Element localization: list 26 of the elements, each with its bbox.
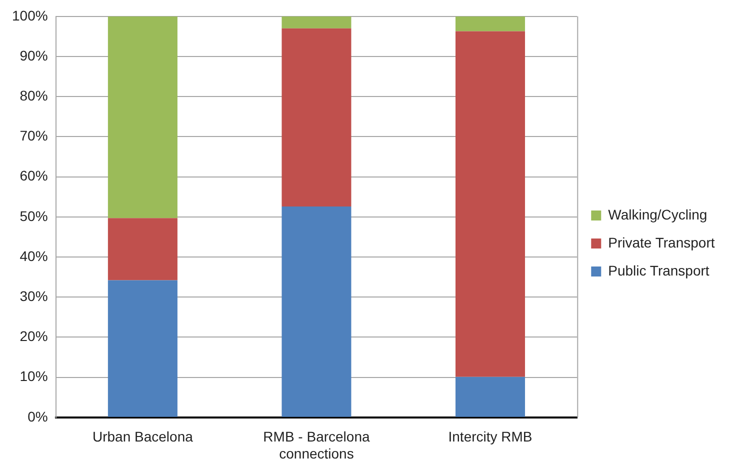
y-tick-label: 100% (12, 7, 48, 24)
bar (456, 31, 526, 377)
bar (108, 218, 178, 280)
legend-label: Public Transport (608, 262, 710, 278)
x-tick-label: Urban Bacelona (92, 428, 194, 445)
x-tick-label: Intercity RMB (448, 428, 532, 445)
legend-label: Walking/Cycling (608, 206, 708, 222)
bar (282, 28, 352, 206)
y-tick-label: 30% (20, 288, 48, 304)
bar (108, 16, 178, 218)
legend-label: Private Transport (608, 234, 715, 250)
y-tick-label: 20% (20, 328, 48, 344)
y-tick-label: 80% (20, 87, 48, 104)
bar (108, 280, 178, 417)
y-tick-label: 70% (20, 128, 48, 144)
y-tick-label: 90% (20, 47, 48, 64)
bar (456, 376, 526, 417)
bar (282, 206, 352, 417)
y-tick-label: 50% (20, 208, 48, 224)
x-tick-label: RMB - Barcelona connections (263, 428, 370, 462)
y-tick-label: 60% (20, 168, 48, 184)
bar (282, 16, 352, 28)
y-tick-label: 10% (20, 368, 48, 384)
y-tick-label: 0% (28, 408, 48, 424)
bar (456, 16, 526, 32)
y-tick-label: 40% (20, 248, 48, 264)
